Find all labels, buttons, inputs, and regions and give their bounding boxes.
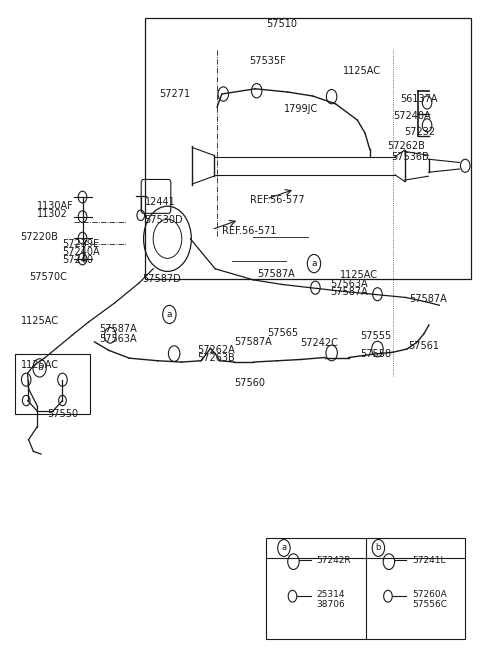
Text: b: b bbox=[36, 364, 42, 373]
Text: a: a bbox=[281, 544, 287, 552]
Text: 56137A: 56137A bbox=[400, 94, 437, 104]
Text: 57220B: 57220B bbox=[21, 233, 59, 242]
Text: 57241L: 57241L bbox=[412, 556, 445, 565]
Text: 57239E: 57239E bbox=[62, 239, 99, 249]
Text: 57262B: 57262B bbox=[387, 141, 425, 151]
Text: 57558: 57558 bbox=[360, 348, 391, 358]
Text: a: a bbox=[311, 259, 317, 268]
Text: 57560: 57560 bbox=[234, 378, 265, 388]
Text: 57570C: 57570C bbox=[29, 272, 67, 282]
Text: 57556C: 57556C bbox=[412, 600, 447, 609]
Text: 57271: 57271 bbox=[159, 89, 190, 99]
Text: 38706: 38706 bbox=[316, 600, 345, 609]
Text: 57262A: 57262A bbox=[197, 345, 235, 354]
Text: REF.56-571: REF.56-571 bbox=[222, 226, 276, 236]
Text: 57587A: 57587A bbox=[257, 269, 295, 279]
Text: 1125AC: 1125AC bbox=[22, 360, 60, 369]
Text: 57587A: 57587A bbox=[409, 295, 447, 305]
Text: 25314: 25314 bbox=[316, 590, 345, 599]
Bar bbox=[266, 538, 465, 639]
Text: 12441: 12441 bbox=[144, 197, 175, 207]
Text: 57535F: 57535F bbox=[250, 56, 286, 66]
Text: 57587D: 57587D bbox=[142, 274, 181, 284]
Text: a: a bbox=[167, 310, 172, 319]
Text: 57563A: 57563A bbox=[99, 334, 137, 345]
Text: 57587A: 57587A bbox=[234, 337, 272, 347]
Text: 57242C: 57242C bbox=[300, 337, 338, 348]
Text: 1125AC: 1125AC bbox=[340, 271, 378, 280]
Text: 57260A: 57260A bbox=[412, 590, 446, 599]
Text: 1130AF: 1130AF bbox=[37, 200, 74, 210]
Text: 57510: 57510 bbox=[266, 19, 297, 29]
Text: b: b bbox=[376, 544, 381, 552]
Text: REF.56-577: REF.56-577 bbox=[250, 195, 304, 205]
Text: 57232: 57232 bbox=[405, 127, 436, 137]
Text: 57550: 57550 bbox=[47, 409, 78, 419]
Text: 1799JC: 1799JC bbox=[284, 104, 318, 114]
Text: 57240A: 57240A bbox=[394, 111, 432, 121]
Text: 1125AC: 1125AC bbox=[22, 316, 60, 326]
Bar bbox=[15, 354, 90, 413]
Text: 57561: 57561 bbox=[408, 341, 439, 351]
Text: 57536B: 57536B bbox=[391, 151, 429, 162]
Text: 57587A: 57587A bbox=[99, 324, 137, 334]
Text: 57530D: 57530D bbox=[144, 215, 183, 225]
Bar bbox=[144, 18, 471, 278]
Text: 57240A: 57240A bbox=[62, 247, 100, 257]
Text: 57242R: 57242R bbox=[316, 556, 351, 565]
Text: 57555: 57555 bbox=[360, 331, 392, 341]
Text: 57263B: 57263B bbox=[197, 353, 235, 363]
Text: 11302: 11302 bbox=[37, 209, 68, 219]
Text: 57587A: 57587A bbox=[330, 288, 368, 297]
Text: 1125AC: 1125AC bbox=[343, 66, 381, 76]
Text: 57240: 57240 bbox=[62, 255, 94, 265]
Text: 57563A: 57563A bbox=[330, 279, 367, 289]
Text: 57565: 57565 bbox=[268, 328, 299, 338]
